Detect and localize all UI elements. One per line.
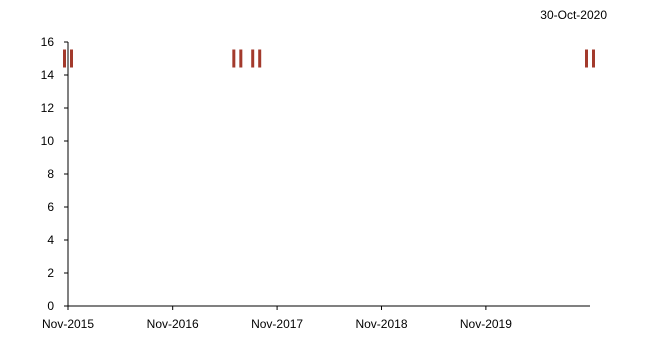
data-point-bar [239, 49, 243, 68]
data-point [251, 49, 262, 68]
x-tick-label: Nov-2017 [251, 317, 303, 331]
y-tick-label: 12 [41, 101, 55, 115]
chart-axes [67, 42, 590, 307]
x-tick-label: Nov-2019 [460, 317, 512, 331]
x-tick-label: Nov-2015 [42, 317, 94, 331]
data-point-bar [592, 49, 595, 68]
data-point-bar [232, 49, 236, 68]
data-points [63, 49, 595, 68]
data-point [63, 49, 73, 68]
y-tick-label: 14 [41, 68, 55, 82]
x-axis-ticks: Nov-2015 Nov-2016 Nov-2017 Nov-2018 Nov-2019 [42, 306, 512, 331]
data-point-bar [258, 49, 262, 68]
y-tick-label: 6 [47, 200, 54, 214]
y-tick-label: 8 [47, 167, 54, 181]
y-tick-label: 16 [41, 35, 55, 49]
date-stamp: 30-Oct-2020 [540, 8, 607, 22]
x-tick-label: Nov-2016 [147, 317, 199, 331]
y-axis-ticks: 0 2 4 6 8 10 12 14 16 [41, 35, 68, 313]
data-point-bar [70, 49, 73, 68]
data-point-bar [63, 49, 66, 68]
data-point [232, 49, 243, 68]
data-point-bar [251, 49, 255, 68]
y-tick-label: 0 [47, 299, 54, 313]
data-point [585, 49, 595, 68]
x-tick-label: Nov-2018 [355, 317, 407, 331]
y-tick-label: 2 [47, 266, 54, 280]
y-tick-label: 10 [41, 134, 55, 148]
data-point-bar [585, 49, 588, 68]
y-tick-label: 4 [47, 233, 54, 247]
